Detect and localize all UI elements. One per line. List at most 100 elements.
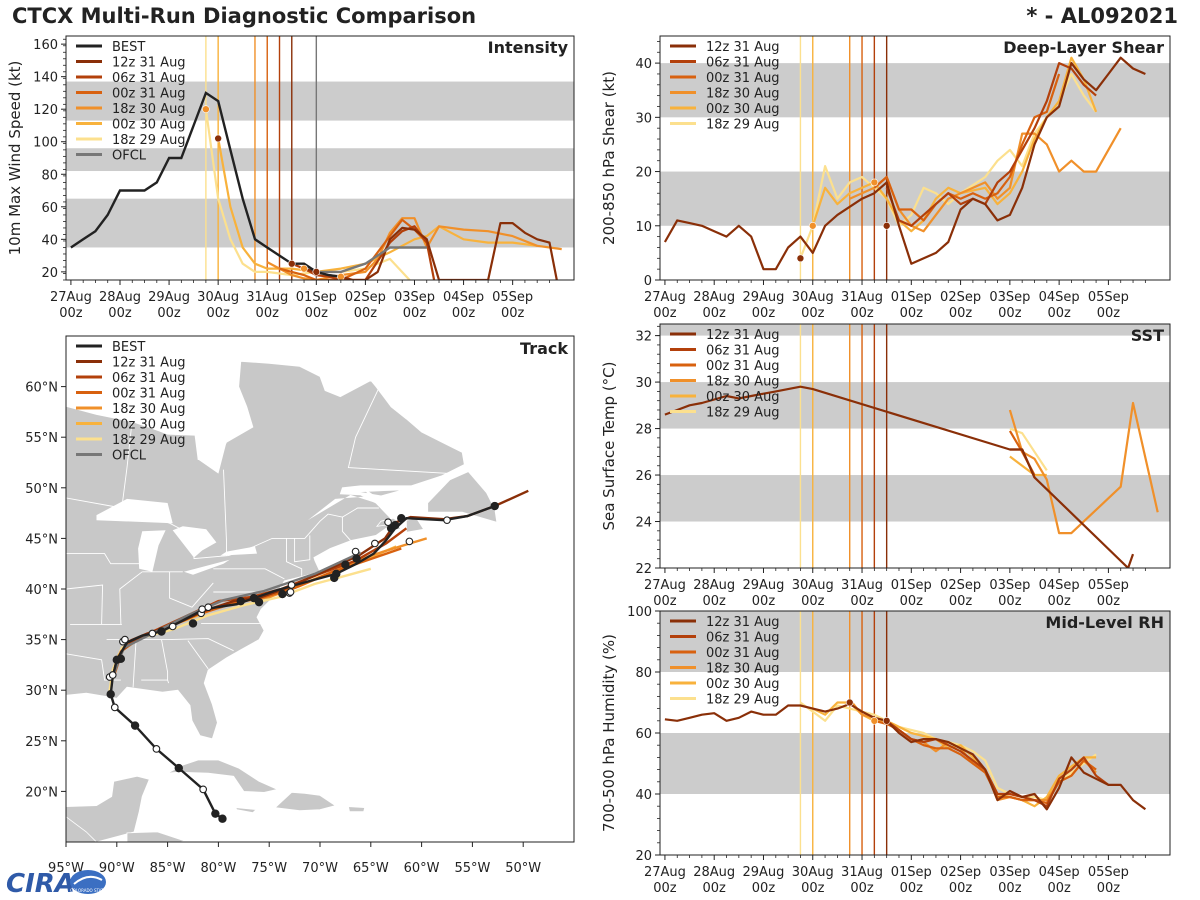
land-cape-breton xyxy=(405,517,425,533)
shear-xtick-hour: 00z xyxy=(1097,306,1121,321)
shear-point-marker xyxy=(870,178,879,187)
rh-xtick-day: 03Sep xyxy=(989,865,1030,880)
intensity-xtick-day: 27Aug xyxy=(50,290,92,305)
intensity-legend-label: BEST xyxy=(112,40,145,55)
shear-xtick-day: 29Aug xyxy=(743,290,785,305)
intensity-xtick-day: 30Aug xyxy=(197,290,239,305)
track-point-marker xyxy=(490,501,499,511)
track-legend-label: 18z 30 Aug xyxy=(112,402,186,417)
track-open-marker xyxy=(371,539,379,548)
track-ytick-label: 55°N xyxy=(25,431,58,446)
intensity-ytick-label: 40 xyxy=(41,233,58,248)
rh-xtick-hour: 00z xyxy=(949,881,973,896)
rh-ytick-label: 60 xyxy=(635,727,652,742)
track-point-marker xyxy=(211,809,220,818)
lake-huron xyxy=(172,526,217,558)
intensity-xtick-day: 02Sep xyxy=(345,290,386,305)
rh-point-marker xyxy=(882,716,891,725)
sst-xtick-hour: 00z xyxy=(801,594,825,609)
shear-legend-label: 18z 30 Aug xyxy=(706,87,780,102)
track-open-marker xyxy=(148,629,157,638)
sst-xtick-hour: 00z xyxy=(900,594,924,609)
border-province xyxy=(121,421,133,508)
sst-ylabel: Sea Surface Temp (°C) xyxy=(600,361,618,530)
border-state xyxy=(132,639,137,688)
rh-legend-label: 00z 31 Aug xyxy=(706,646,780,661)
track-xtick-label: 95°W xyxy=(48,861,84,876)
rh-series-line xyxy=(886,719,1110,808)
intensity-band xyxy=(66,198,574,248)
sst-series-line xyxy=(1009,455,1047,477)
track-xtick-label: 90°W xyxy=(99,861,135,876)
track-panel: 20°N 25°N 30°N 35°N 40°N 45°N 50°N 55°N 60°N 95°W… xyxy=(25,335,575,876)
track-open-marker xyxy=(405,537,414,546)
sst-xtick-day: 30Aug xyxy=(792,578,834,593)
shear-title: Deep-Layer Shear xyxy=(1003,38,1164,57)
sst-xtick-day: 03Sep xyxy=(989,578,1030,593)
intensity-best-line xyxy=(70,91,342,278)
intensity-legend-label: 18z 29 Aug xyxy=(112,133,186,148)
intensity-series-line xyxy=(279,218,428,280)
shear-xtick-day: 03Sep xyxy=(989,290,1030,305)
shear-series-line xyxy=(811,56,1098,233)
sst-xtick-hour: 00z xyxy=(703,594,727,609)
intensity-ytick-label: 100 xyxy=(33,136,58,151)
shear-ytick-label: 30 xyxy=(635,111,652,126)
border-province xyxy=(347,383,452,475)
intensity-point-marker xyxy=(337,272,345,280)
shear-xtick-hour: 00z xyxy=(752,306,776,321)
rh-xtick-hour: 00z xyxy=(900,881,924,896)
border-province xyxy=(223,469,227,556)
rh-xtick-day: 29Aug xyxy=(743,865,785,880)
rh-plot-area xyxy=(660,611,1170,855)
shear-xtick-day: 27Aug xyxy=(644,290,686,305)
sst-xtick-hour: 00z xyxy=(949,594,973,609)
rh-ytick-label: 100 xyxy=(627,605,652,620)
intensity-xtick-hour: 00z xyxy=(157,306,181,321)
intensity-point-marker xyxy=(312,268,321,276)
shear-xtick-day: 31Aug xyxy=(841,290,883,305)
shear-legend-label: 18z 29 Aug xyxy=(706,118,780,133)
track-legend-label: 06z 31 Aug xyxy=(112,371,186,386)
intensity-point-marker xyxy=(300,264,308,273)
land-hispaniola xyxy=(274,791,337,812)
track-point-marker xyxy=(106,690,115,699)
intensity-xtick-hour: 00z xyxy=(403,306,427,321)
rh-band xyxy=(660,611,1170,672)
rh-xtick-hour: 00z xyxy=(1047,881,1071,896)
rh-xtick-hour: 00z xyxy=(998,881,1022,896)
shear-point-marker xyxy=(882,221,891,230)
track-open-marker xyxy=(351,547,360,556)
intensity-xtick-hour: 00z xyxy=(305,306,329,321)
track-legend-label: OFCL xyxy=(112,449,147,464)
rh-xtick-day: 27Aug xyxy=(644,865,686,880)
track-plot-area xyxy=(66,336,529,842)
track-point-marker xyxy=(330,573,339,583)
lake-michigan xyxy=(138,530,166,572)
track-ytick-label: 35°N xyxy=(25,634,58,649)
rh-xtick-day: 28Aug xyxy=(693,865,735,880)
sst-panel: 22242628303227Aug00z28Aug00z29Aug00z30Au… xyxy=(600,323,1171,609)
rh-ytick-label: 20 xyxy=(635,849,652,864)
land-jamaica xyxy=(235,807,257,814)
border-state xyxy=(187,640,209,670)
sst-title: SST xyxy=(1131,326,1164,345)
rh-xtick-day: 30Aug xyxy=(792,865,834,880)
lake-superior xyxy=(96,498,173,524)
border-us-canada xyxy=(66,497,351,560)
track-xtick-label: 60°W xyxy=(404,861,440,876)
shear-ytick-label: 10 xyxy=(635,220,652,235)
rh-xtick-hour: 00z xyxy=(703,881,727,896)
sst-series-line xyxy=(1008,401,1159,535)
sst-xtick-hour: 00z xyxy=(752,594,776,609)
land-newfoundland xyxy=(427,471,498,523)
intensity-point-marker xyxy=(202,105,210,113)
shear-xtick-day: 04Sep xyxy=(1039,290,1080,305)
intensity-xtick-day: 31Aug xyxy=(246,290,288,305)
shear-xtick-hour: 00z xyxy=(850,306,874,321)
sst-xtick-day: 27Aug xyxy=(644,578,686,593)
sst-xtick-day: 31Aug xyxy=(841,578,883,593)
sst-xtick-day: 29Aug xyxy=(743,578,785,593)
